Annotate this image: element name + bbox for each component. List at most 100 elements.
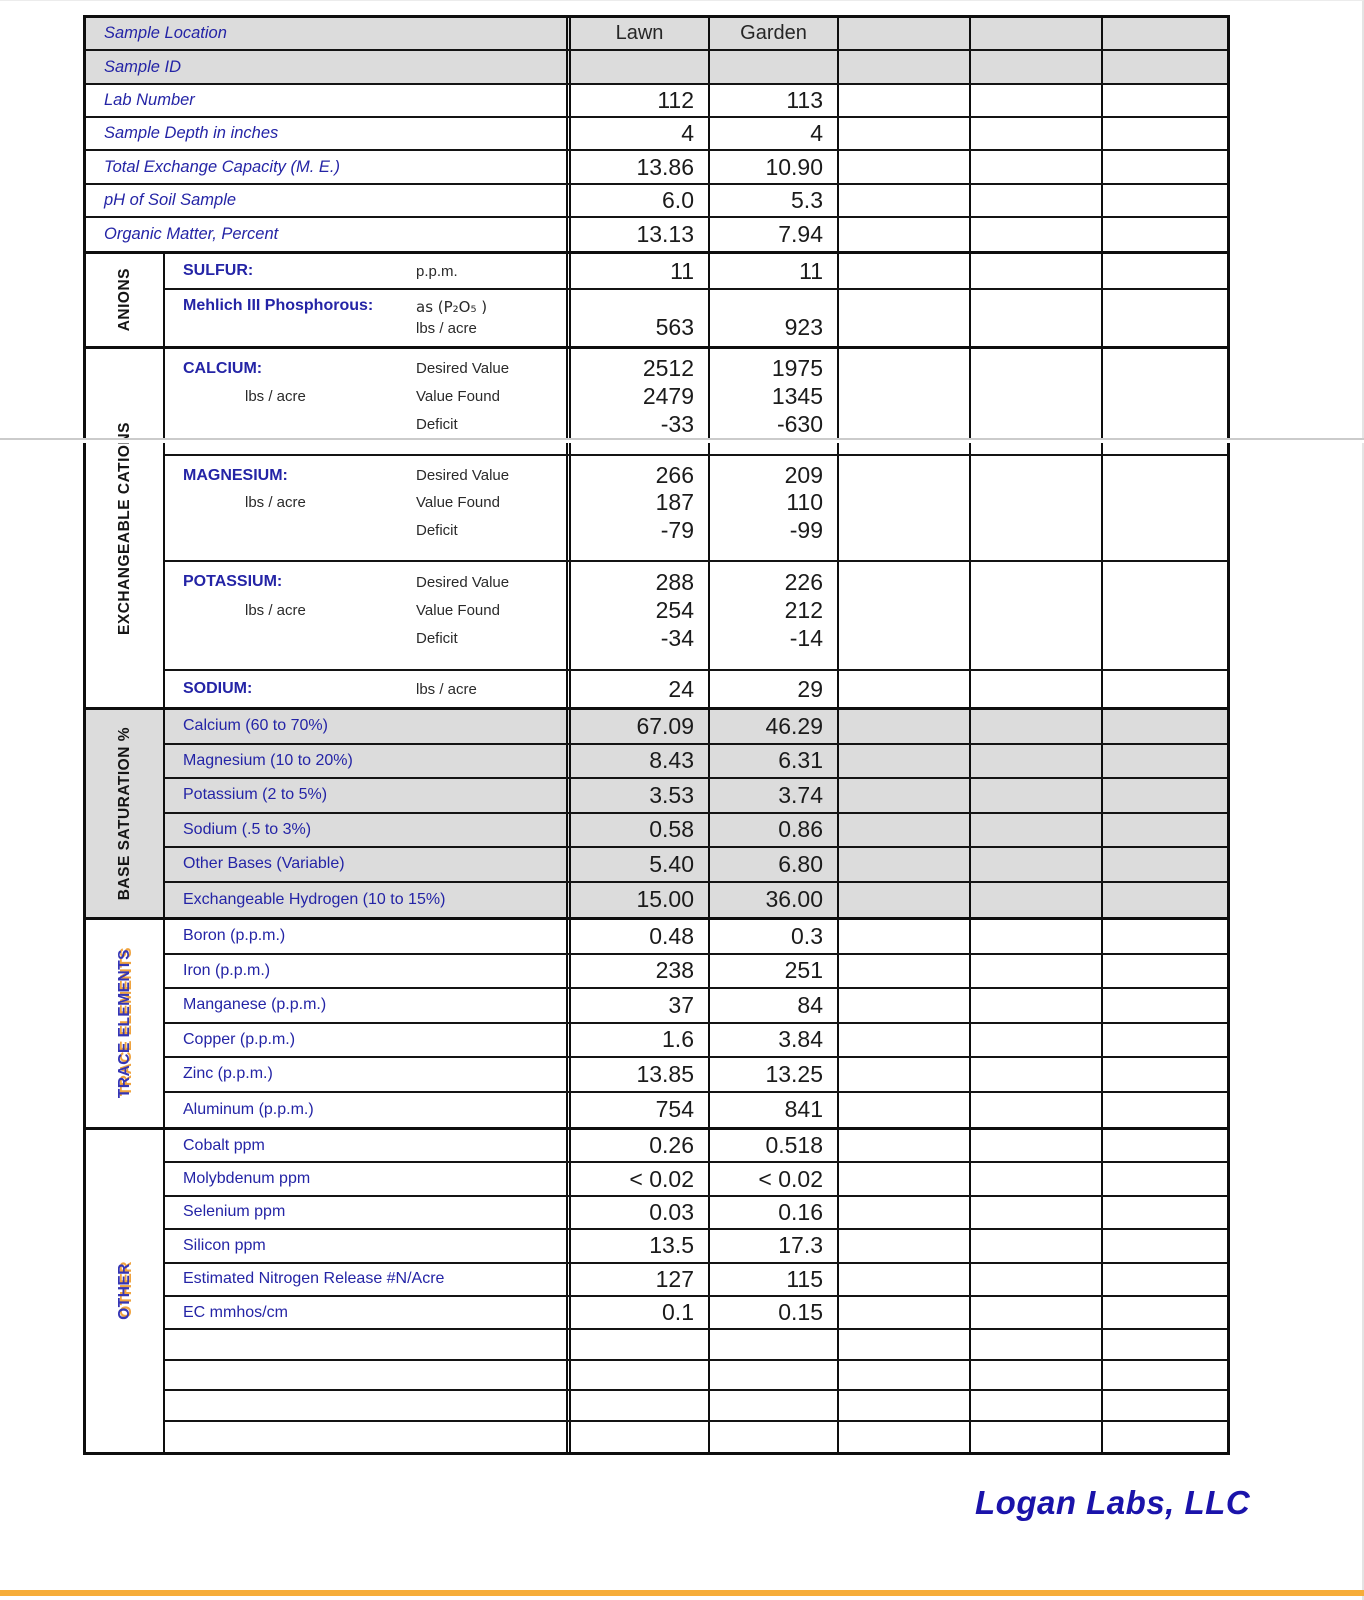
basesat-potassium-lawn: 3.53: [566, 779, 708, 812]
empty-cell: [566, 1330, 708, 1359]
sulfur-lawn: 11: [566, 254, 708, 288]
sample-location-label: Sample Location: [104, 24, 227, 42]
potassium-garden-values: 226 212 -14: [708, 562, 837, 669]
empty-cell: [1101, 744, 1227, 777]
nitrogen-release-garden: 115: [708, 1263, 837, 1295]
magnesium-lawn-desired: 266: [655, 462, 694, 489]
empty-cell: [1101, 1330, 1227, 1359]
cations-category-cell: EXCHANGEABLE CATIONS: [86, 349, 165, 707]
anions-category-cell: ANIONS: [86, 254, 165, 346]
page-break-line: [0, 438, 1364, 443]
magnesium-garden-values: 209 110 -99: [708, 456, 837, 560]
sodium-unit: lbs / acre: [416, 680, 477, 698]
row-lab-number: Lab Number 112 113: [86, 85, 1227, 118]
row-blank: [165, 1421, 1227, 1453]
other-category-cell: OTHER: [86, 1130, 165, 1453]
section-trace-elements: TRACE ELEMENTS Boron (p.p.m.) 0.48 0.3 I…: [86, 917, 1227, 1127]
empty-cell: [969, 118, 1101, 149]
magnesium-lawn-found: 187: [655, 489, 694, 516]
sulfur-unit: p.p.m.: [416, 262, 458, 280]
empty-cell: [1101, 920, 1227, 953]
row-blank: [165, 1360, 1227, 1392]
sample-id-garden: [708, 51, 837, 83]
column-header-empty-1: [837, 18, 969, 49]
base-saturation-category-cell: BASE SATURATION %: [86, 710, 165, 917]
calcium-sub-unit: lbs / acre: [245, 387, 306, 405]
column-header-lawn: Lawn: [566, 18, 708, 49]
empty-cell: [837, 1263, 969, 1295]
empty-cell: [837, 118, 969, 149]
empty-cell: [566, 1391, 708, 1420]
row-basesat-other-bases: Other Bases (Variable) 5.40 6.80: [165, 848, 1227, 883]
row-magnesium: MAGNESIUM: lbs / acre Desired Value Valu…: [165, 456, 1227, 562]
empty-cell: [1101, 151, 1227, 183]
sample-depth-lawn: 4: [566, 118, 708, 149]
basesat-sodium-lawn: 0.58: [566, 813, 708, 846]
empty-cell: [1101, 1296, 1227, 1329]
empty-cell: [1101, 85, 1227, 116]
empty-cell: [1101, 1092, 1227, 1127]
iron-label: Iron (p.p.m.): [183, 961, 271, 979]
section-exchangeable-cations: EXCHANGEABLE CATIONS CALCIUM: lbs / acre…: [86, 346, 1227, 707]
boron-lawn: 0.48: [566, 920, 708, 953]
lab-number-garden: 113: [708, 85, 837, 116]
empty-cell: [969, 185, 1101, 216]
row-blank: [165, 1391, 1227, 1422]
boron-label: Boron (p.p.m.): [183, 927, 286, 945]
magnesium-measure-labels: Desired Value Value Found Deficit: [416, 456, 566, 560]
trace-elements-category-cell: TRACE ELEMENTS: [86, 920, 165, 1127]
row-selenium: Selenium ppm 0.03 0.16: [165, 1196, 1227, 1231]
organic-matter-garden: 7.94: [708, 218, 837, 251]
selenium-label: Selenium ppm: [183, 1203, 286, 1221]
phosphorous-unit-line2: lbs / acre: [416, 320, 477, 337]
row-silicon: Silicon ppm 13.5 17.3: [165, 1230, 1227, 1264]
magnesium-garden-desired: 209: [784, 462, 823, 489]
row-potassium: POTASSIUM: lbs / acre Desired Value Valu…: [165, 562, 1227, 671]
basesat-hydrogen-garden: 36.00: [708, 882, 837, 917]
magnesium-garden-found: 110: [786, 489, 823, 516]
row-total-exchange-capacity: Total Exchange Capacity (M. E.) 13.86 10…: [86, 151, 1227, 185]
row-sample-id: Sample ID: [86, 51, 1227, 85]
sample-id-label: Sample ID: [104, 57, 182, 76]
boron-garden: 0.3: [708, 920, 837, 953]
manganese-lawn: 37: [566, 989, 708, 1022]
sodium-lawn: 24: [566, 671, 708, 707]
empty-cell: [837, 710, 969, 743]
measure-deficit: Deficit: [416, 521, 458, 539]
calcium-lawn-found: 2479: [642, 382, 694, 409]
empty-cell: [969, 349, 1101, 454]
empty-cell: [837, 1058, 969, 1091]
empty-cell: [969, 1092, 1101, 1127]
row-sample-depth: Sample Depth in inches 4 4: [86, 118, 1227, 151]
row-sodium: SODIUM: lbs / acre 24 29: [165, 671, 1227, 707]
row-zinc: Zinc (p.p.m.) 13.85 13.25: [165, 1058, 1227, 1093]
row-basesat-hydrogen: Exchangeable Hydrogen (10 to 15%) 15.00 …: [165, 882, 1227, 917]
empty-cell: [969, 1196, 1101, 1229]
empty-cell: [837, 1391, 969, 1420]
empty-cell: [969, 1263, 1101, 1295]
copper-garden: 3.84: [708, 1023, 837, 1056]
empty-cell: [837, 218, 969, 251]
ph-label: pH of Soil Sample: [104, 191, 237, 209]
basesat-calcium-garden: 46.29: [708, 710, 837, 743]
empty-cell: [837, 51, 969, 83]
empty-cell: [969, 813, 1101, 846]
section-other: OTHER Cobalt ppm 0.26 0.518 Molybdenum p…: [86, 1127, 1227, 1453]
empty-cell: [837, 1360, 969, 1390]
empty-cell: [837, 779, 969, 812]
empty-cell: [969, 151, 1101, 183]
molybdenum-label: Molybdenum ppm: [183, 1170, 311, 1188]
empty-cell: [837, 848, 969, 881]
empty-cell: [1101, 185, 1227, 216]
row-boron: Boron (p.p.m.) 0.48 0.3: [165, 920, 1227, 955]
cations-section-label: EXCHANGEABLE CATIONS: [115, 421, 133, 635]
empty-cell: [1101, 1163, 1227, 1195]
empty-cell: [837, 1230, 969, 1262]
potassium-lawn-values: 288 254 -34: [566, 562, 708, 669]
section-anions: ANIONS SULFUR: p.p.m. 11 11 Mehlich I: [86, 251, 1227, 346]
zinc-label: Zinc (p.p.m.): [183, 1065, 273, 1083]
copper-lawn: 1.6: [566, 1023, 708, 1056]
phosphorous-units: as (P₂O₅ ) lbs / acre: [416, 290, 566, 346]
empty-cell: [1101, 51, 1227, 83]
empty-cell: [1101, 1023, 1227, 1056]
